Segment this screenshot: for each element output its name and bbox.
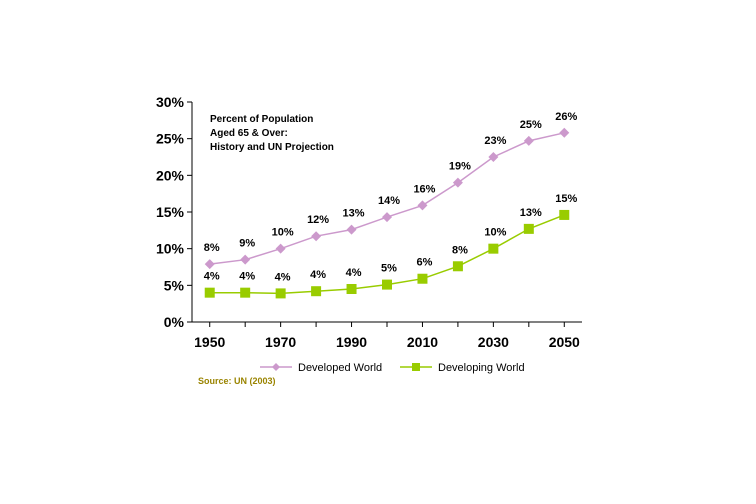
- series-point-square: [452, 261, 463, 272]
- data-label: 23%: [484, 135, 506, 147]
- chart-title: Percent of Population Aged 65 & Over: Hist…: [210, 114, 334, 153]
- x-tick-label: 2050: [549, 334, 580, 350]
- data-label: 4%: [275, 271, 291, 283]
- data-label: 12%: [307, 214, 329, 226]
- data-label: 10%: [272, 227, 294, 239]
- y-tick-label: 15%: [156, 204, 185, 220]
- data-label: 13%: [343, 208, 365, 220]
- series-point-square: [346, 284, 357, 294]
- series-point-square: [275, 288, 286, 299]
- x-tick-label: 1990: [336, 334, 367, 350]
- y-tick-label: 30%: [156, 94, 185, 110]
- y-tick-label: 10%: [156, 241, 185, 257]
- chart-axes: [187, 101, 582, 327]
- y-tick-label: 0%: [164, 314, 185, 330]
- series-point-diamond: [488, 152, 499, 162]
- data-label: 5%: [381, 263, 397, 275]
- y-tick-label: 20%: [156, 167, 185, 183]
- series-point-diamond: [559, 127, 570, 138]
- data-label: 15%: [555, 193, 577, 205]
- x-tick-label: 2010: [407, 334, 438, 350]
- x-tick-label: 1950: [194, 334, 225, 350]
- series-point-diamond: [417, 200, 428, 211]
- y-axis-tick-labels: 0% 5% 10% 15% 20% 25% 30%: [156, 94, 185, 330]
- data-label: 4%: [239, 271, 255, 283]
- series-point-square: [488, 243, 499, 254]
- chart-data-labels: 8% 9% 10% 12% 13% 14% 16% 19% 23% 25% 26% 4% 4% 4% 4% 4…: [204, 111, 578, 284]
- series-point-diamond: [523, 135, 534, 146]
- series-point-square: [382, 279, 392, 290]
- series-point-diamond: [204, 259, 215, 270]
- x-tick-label: 1970: [265, 334, 296, 350]
- data-label: 13%: [520, 207, 542, 219]
- data-label: 25%: [520, 119, 542, 131]
- series-point-square: [523, 223, 534, 234]
- chart-legend: Developed World Developing World: [260, 362, 525, 374]
- legend-label: Developing World: [438, 362, 525, 374]
- data-label: 16%: [413, 183, 435, 195]
- series-point-square: [311, 286, 322, 297]
- data-label: 8%: [452, 244, 468, 256]
- series-point-square: [204, 287, 215, 298]
- series-point-square: [559, 209, 570, 220]
- series-point-diamond: [452, 177, 463, 188]
- chart-source-note: Source: UN (2003): [198, 376, 276, 386]
- data-label: 6%: [417, 257, 433, 269]
- x-axis-tick-labels: 1950 1970 1990 2010 2030 2050: [194, 334, 580, 350]
- data-label: 4%: [204, 271, 220, 283]
- y-tick-label: 25%: [156, 131, 185, 147]
- series-point-diamond: [240, 254, 251, 265]
- chart-title-line: Aged 65 & Over:: [210, 128, 288, 139]
- data-label: 4%: [346, 267, 362, 279]
- y-tick-label: 5%: [164, 277, 185, 293]
- data-label: 8%: [204, 242, 220, 254]
- legend-marker-square: [412, 363, 420, 371]
- data-label: 19%: [449, 161, 471, 173]
- x-tick-label: 2030: [478, 334, 509, 350]
- series-point-square: [240, 287, 251, 298]
- data-label: 14%: [378, 195, 400, 207]
- chart-title-line: Percent of Population: [210, 114, 313, 125]
- legend-marker-diamond: [272, 363, 280, 371]
- series-point-diamond: [275, 243, 286, 254]
- data-label: 26%: [555, 111, 577, 123]
- data-label: 4%: [310, 269, 326, 281]
- chart-series: [204, 127, 570, 299]
- data-label: 9%: [239, 238, 255, 250]
- chart-title-line: History and UN Projection: [210, 142, 334, 153]
- series-point-square: [417, 273, 428, 284]
- series-point-diamond: [311, 231, 322, 242]
- legend-label: Developed World: [298, 362, 382, 374]
- data-label: 10%: [484, 227, 506, 239]
- series-point-diamond: [346, 224, 357, 235]
- series-point-diamond: [382, 212, 392, 223]
